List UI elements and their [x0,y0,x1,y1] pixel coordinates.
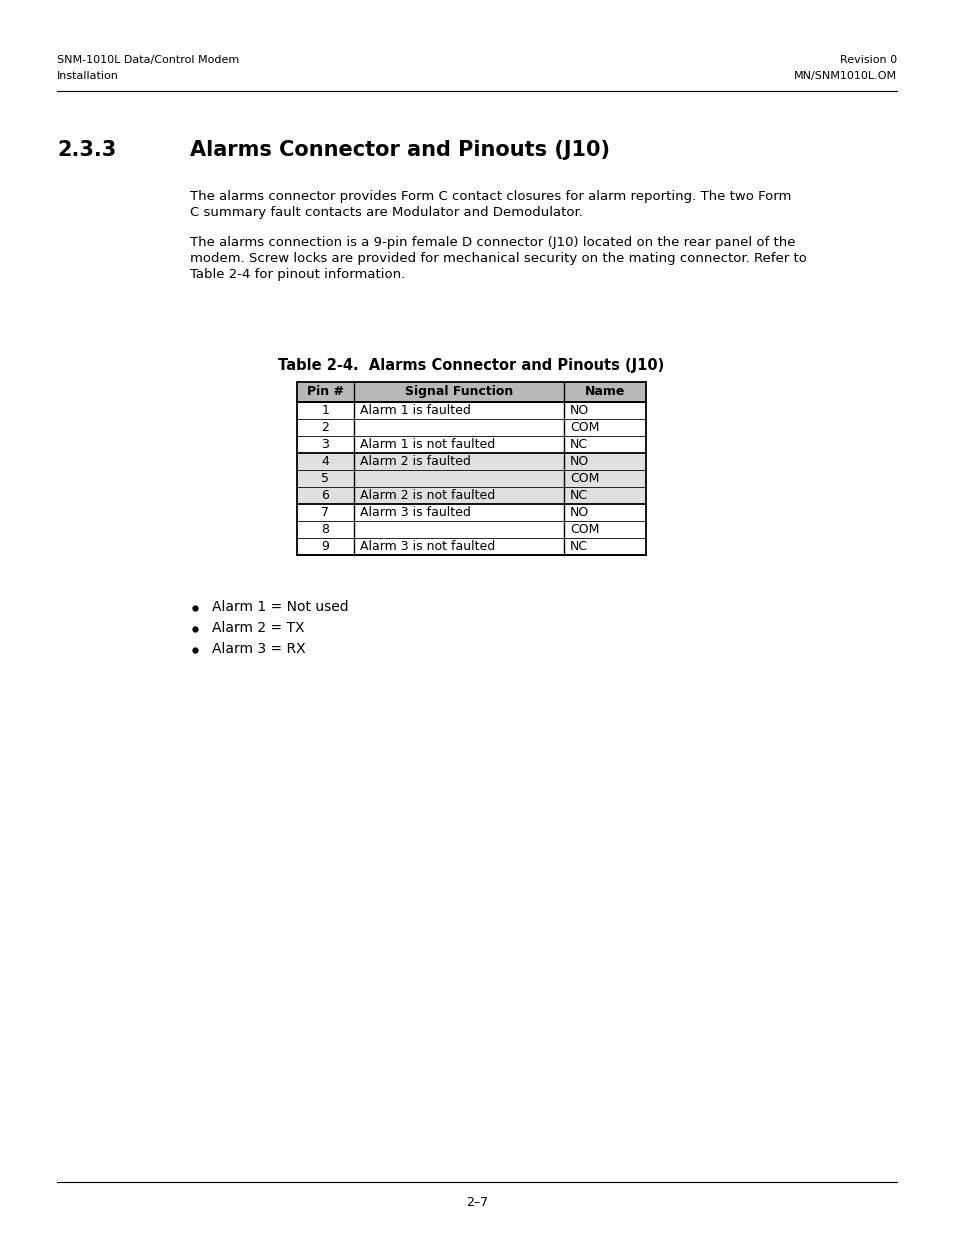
Text: Alarm 3 is not faulted: Alarm 3 is not faulted [359,540,495,553]
Text: COM: COM [569,472,598,485]
Text: 2–7: 2–7 [465,1195,488,1209]
Text: Alarm 1 is faulted: Alarm 1 is faulted [359,404,471,417]
Text: The alarms connector provides Form C contact closures for alarm reporting. The t: The alarms connector provides Form C con… [190,190,791,203]
Text: Table 2-4.  Alarms Connector and Pinouts (J10): Table 2-4. Alarms Connector and Pinouts … [278,358,664,373]
Text: 5: 5 [321,472,329,485]
Text: Alarm 2 = TX: Alarm 2 = TX [212,621,304,635]
Text: Installation: Installation [57,70,119,82]
Text: NO: NO [569,404,589,417]
Text: COM: COM [569,421,598,433]
Text: Alarm 1 is not faulted: Alarm 1 is not faulted [359,438,495,451]
Text: modem. Screw locks are provided for mechanical security on the mating connector.: modem. Screw locks are provided for mech… [190,252,806,266]
Text: 9: 9 [321,540,329,553]
Bar [296,504,645,521]
Text: 2.3.3: 2.3.3 [57,140,116,161]
Text: MN/SNM1010L.OM: MN/SNM1010L.OM [793,70,896,82]
Text: Signal Function: Signal Function [404,385,513,398]
Bar [296,487,645,504]
Text: COM: COM [569,522,598,536]
Text: 7: 7 [321,506,329,519]
Bar [296,453,645,471]
Bar [296,521,645,538]
Bar [296,403,645,419]
Text: SNM-1010L Data/Control Modem: SNM-1010L Data/Control Modem [57,56,239,65]
Text: NO: NO [569,506,589,519]
Text: C summary fault contacts are Modulator and Demodulator.: C summary fault contacts are Modulator a… [190,206,582,219]
Text: 6: 6 [321,489,329,501]
Bar [296,382,645,555]
Text: 8: 8 [321,522,329,536]
Text: Alarm 3 is faulted: Alarm 3 is faulted [359,506,471,519]
Bar [296,382,645,403]
Text: Alarm 2 is not faulted: Alarm 2 is not faulted [359,489,495,501]
Bar [296,419,645,436]
Text: Name: Name [584,385,624,398]
Text: The alarms connection is a 9-pin female D connector (J10) located on the rear pa: The alarms connection is a 9-pin female … [190,236,795,249]
Text: Revision 0: Revision 0 [839,56,896,65]
Text: NC: NC [569,489,587,501]
Text: Alarms Connector and Pinouts (J10): Alarms Connector and Pinouts (J10) [190,140,609,161]
Bar [296,538,645,555]
Text: NC: NC [569,540,587,553]
Text: Alarm 3 = RX: Alarm 3 = RX [212,642,305,656]
Bar [296,471,645,487]
Text: 2: 2 [321,421,329,433]
Text: NO: NO [569,454,589,468]
Text: Table 2-4 for pinout information.: Table 2-4 for pinout information. [190,268,405,282]
Text: Pin #: Pin # [307,385,344,398]
Bar [296,436,645,453]
Text: Alarm 2 is faulted: Alarm 2 is faulted [359,454,471,468]
Text: 3: 3 [321,438,329,451]
Text: NC: NC [569,438,587,451]
Text: Alarm 1 = Not used: Alarm 1 = Not used [212,600,348,614]
Text: 1: 1 [321,404,329,417]
Text: 4: 4 [321,454,329,468]
